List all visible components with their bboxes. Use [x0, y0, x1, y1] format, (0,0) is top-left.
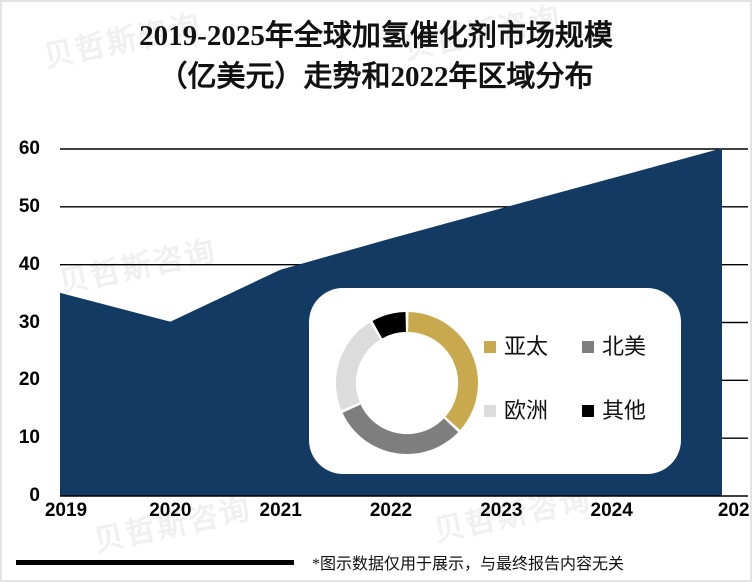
- legend-swatch-other: [582, 405, 594, 417]
- footer: *图示数据仅用于展示，与最终报告内容无关: [2, 546, 750, 578]
- donut-slice-欧洲[interactable]: [336, 322, 381, 411]
- chart-title: 2019-2025年全球加氢催化剂市场规模 （亿美元）走势和2022年区域分布: [2, 16, 750, 98]
- footer-divider-rule: [16, 559, 294, 565]
- legend-swatch-europe: [484, 405, 496, 417]
- legend-label-asia-pacific: 亚太: [504, 334, 549, 359]
- y-axis-tick-0: 0: [29, 485, 40, 506]
- legend-label-europe: 欧洲: [504, 398, 549, 423]
- donut-slice-亚太[interactable]: [408, 312, 478, 430]
- region-distribution-card: 亚太 北美 欧洲 其他: [309, 288, 681, 474]
- chart-title-line-1: 2019-2025年全球加氢催化剂市场规模: [139, 20, 613, 52]
- x-axis-tick-2023: 2023: [480, 500, 523, 521]
- x-axis-tick-2021: 2021: [259, 500, 302, 521]
- donut-legend: 亚太 北美 欧洲 其他: [484, 308, 674, 454]
- legend-row-bottom: 欧洲 其他: [484, 396, 674, 426]
- chart-title-line-2: （亿美元）走势和2022年区域分布: [158, 61, 594, 93]
- legend-item-other[interactable]: 其他: [582, 400, 646, 422]
- legend-label-other: 其他: [602, 398, 647, 423]
- legend-row-top: 亚太 北美: [484, 332, 674, 362]
- donut-slice-其他[interactable]: [372, 312, 406, 339]
- donut-slice-北美[interactable]: [342, 404, 459, 455]
- y-axis-tick-50: 50: [18, 195, 40, 217]
- x-axis-tick-2025: 2025: [717, 500, 750, 521]
- legend-label-north-america: 北美: [602, 334, 647, 359]
- x-axis-labels: 2019 2020 2021 2022 2023 2024 2025: [2, 500, 750, 530]
- donut-chart-svg: [336, 312, 478, 455]
- x-axis-tick-2019: 2019: [44, 500, 88, 521]
- y-axis-tick-60: 60: [18, 138, 40, 159]
- legend-item-north-america[interactable]: 北美: [582, 336, 646, 358]
- x-axis-tick-2022: 2022: [369, 500, 413, 521]
- y-axis-tick-40: 40: [18, 253, 40, 275]
- donut-segments-group: [336, 312, 478, 455]
- x-axis-tick-2024: 2024: [590, 500, 633, 521]
- x-axis-tick-2020: 2020: [149, 500, 192, 521]
- area-series-line: [59, 148, 723, 324]
- legend-swatch-north-america: [582, 341, 594, 353]
- footer-disclaimer: *图示数据仅用于展示，与最终报告内容无关: [312, 556, 625, 573]
- y-axis-tick-10: 10: [18, 427, 40, 449]
- legend-item-asia-pacific[interactable]: 亚太: [484, 336, 582, 358]
- y-axis-tick-20: 20: [18, 369, 40, 391]
- legend-item-europe[interactable]: 欧洲: [484, 400, 582, 422]
- legend-swatch-asia-pacific: [484, 341, 496, 353]
- y-axis-labels: 0 10 20 30 40 50 60: [2, 132, 46, 512]
- y-axis-tick-30: 30: [18, 311, 40, 333]
